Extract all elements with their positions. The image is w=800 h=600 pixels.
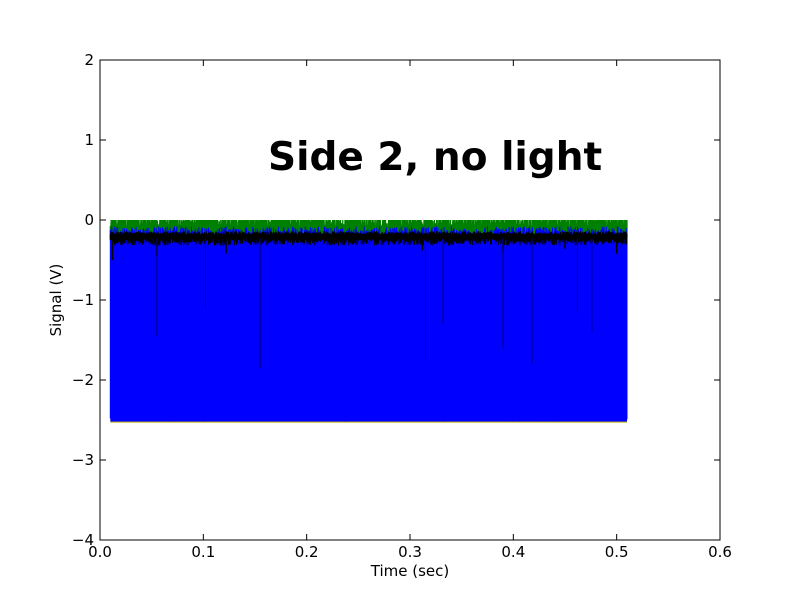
x-tick-label: 0.3: [398, 543, 422, 561]
x-tick-label: 0.5: [605, 543, 629, 561]
x-tick-label: 0.4: [501, 543, 525, 561]
series-line-black: [109, 231, 628, 246]
y-tick-label: 0: [84, 211, 94, 229]
series-layer: [109, 219, 628, 423]
x-tick-label: 0.0: [88, 543, 112, 561]
x-tick-label: 0.1: [191, 543, 215, 561]
x-axis-label: Time (sec): [370, 562, 449, 580]
y-tick-label: 1: [84, 131, 94, 149]
x-tick-label: 0.6: [708, 543, 732, 561]
y-tick-label: −2: [72, 371, 94, 389]
y-tick-label: −4: [72, 531, 94, 549]
chart-annotation: Side 2, no light: [268, 135, 602, 180]
ticks-layer: 0.0 0.1 0.2 0.3 0.4 0.5 0.6 −4 −3 −2 −1 0 1 2: [72, 51, 732, 561]
x-tick-label: 0.2: [295, 543, 319, 561]
y-tick-label: −3: [72, 451, 94, 469]
y-tick-label: 2: [84, 51, 94, 69]
y-tick-label: −1: [72, 291, 94, 309]
y-axis-label: Signal (V): [47, 264, 65, 337]
series-line-blue: [109, 226, 628, 422]
